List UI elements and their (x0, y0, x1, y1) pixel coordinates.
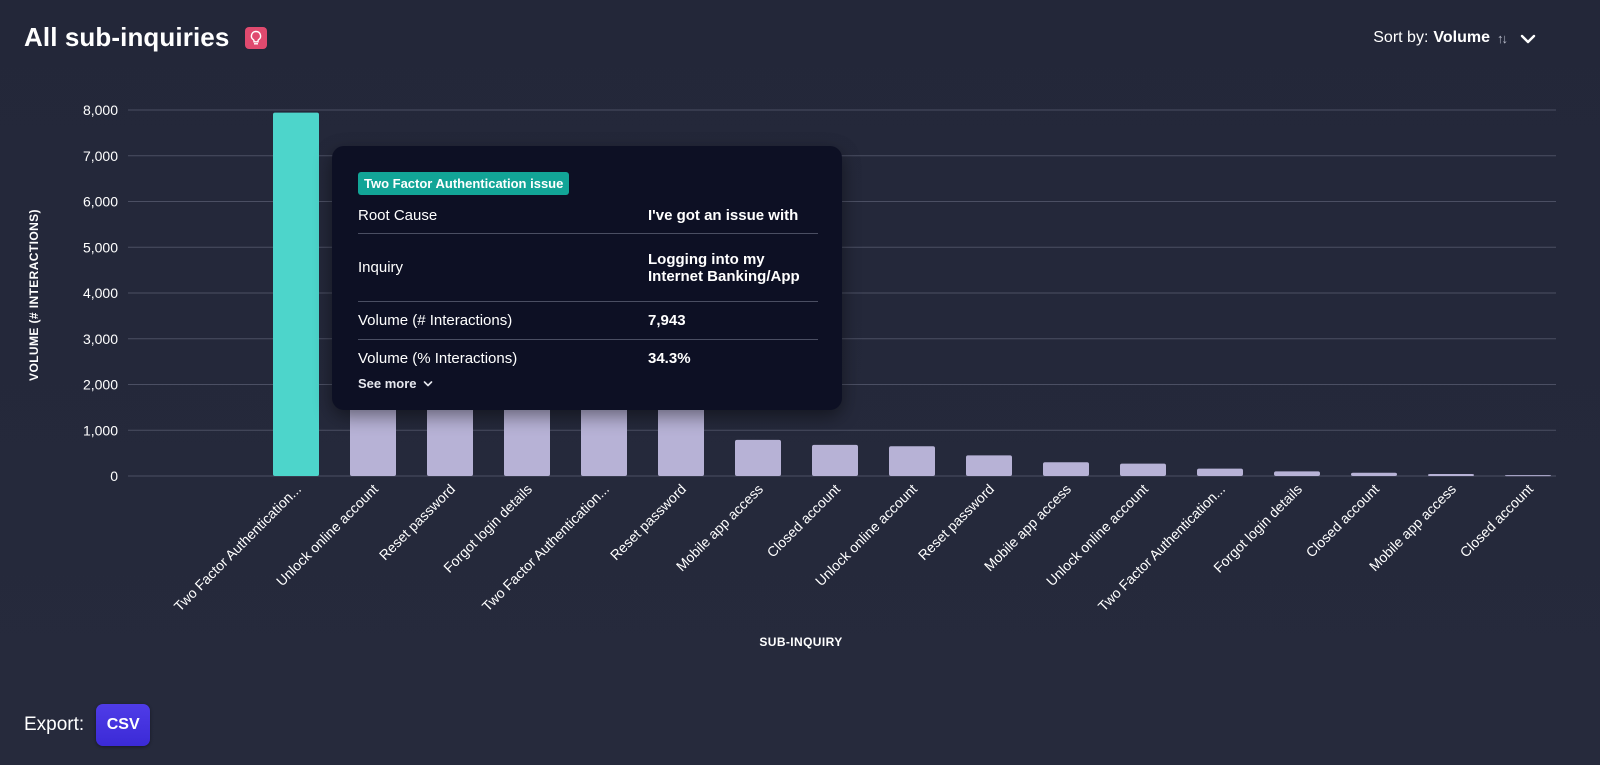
x-axis-label: SUB-INQUIRY (759, 635, 842, 649)
bar[interactable] (1120, 463, 1166, 476)
tooltip-value: 7,943 (648, 312, 686, 329)
bar[interactable] (581, 391, 627, 476)
x-tick-label: Mobile app access (1366, 481, 1459, 574)
lightbulb-icon (251, 30, 262, 45)
export-bar: Export: CSV (24, 704, 151, 746)
y-tick-label: 7,000 (83, 148, 118, 164)
tooltip-row: Inquiry Logging into my Internet Banking… (358, 234, 818, 302)
tooltip-row: Volume (# Interactions) 7,943 (358, 302, 818, 340)
y-tick-label: 2,000 (83, 377, 118, 393)
see-more-label: See more (358, 376, 417, 391)
y-tick-label: 3,000 (83, 331, 118, 347)
x-tick-label: Reset password (915, 481, 997, 563)
tooltip-row: Volume (% Interactions) 34.3% (358, 340, 818, 376)
x-tick-label: Closed account (764, 481, 844, 561)
y-tick-label: 0 (110, 468, 118, 484)
page-title: All sub-inquiries (24, 22, 230, 52)
bar-tooltip: Two Factor Authentication issue Root Cau… (332, 146, 842, 410)
tooltip-key: Inquiry (358, 259, 404, 276)
y-tick-label: 1,000 (83, 422, 118, 438)
tooltip-row: Root Cause I've got an issue with (358, 198, 818, 234)
sort-label: Sort by: (1373, 29, 1429, 46)
bar[interactable] (1274, 471, 1320, 476)
tooltip-key: Volume (# Interactions) (358, 312, 513, 329)
sort-value: Volume (1433, 29, 1490, 46)
bar[interactable] (273, 112, 319, 476)
bar[interactable] (966, 455, 1012, 476)
insight-button[interactable] (245, 26, 268, 49)
bar[interactable] (1505, 475, 1551, 477)
tooltip-value: 34.3% (648, 349, 691, 367)
chevron-down-icon[interactable] (1520, 33, 1536, 45)
chevron-down-icon (423, 380, 432, 386)
bar[interactable] (1197, 468, 1243, 476)
tooltip-badge: Two Factor Authentication issue (358, 172, 570, 195)
sort-control[interactable]: Sort by: Volume ↑↓ (1373, 29, 1534, 47)
x-tick-label: Closed account (1303, 481, 1383, 561)
export-label: Export: (24, 714, 85, 735)
y-tick-label: 4,000 (83, 285, 118, 301)
x-tick-label: Closed account (1457, 481, 1537, 561)
x-tick-label: Two Factor Authentication... (479, 481, 612, 614)
bar[interactable] (735, 439, 781, 476)
sort-direction-icon[interactable]: ↑↓ (1497, 30, 1508, 46)
y-axis-label: VOLUME (# INTERACTIONS) (27, 209, 41, 381)
y-tick-label: 8,000 (83, 102, 118, 118)
bar[interactable] (658, 393, 704, 476)
bar[interactable] (504, 389, 550, 476)
bar[interactable] (1351, 472, 1397, 476)
bar[interactable] (812, 444, 858, 476)
tooltip-value: Logging into my Internet Banking/App (648, 250, 800, 285)
x-tick-label: Reset password (376, 481, 458, 563)
x-tick-label: Two Factor Authentication... (1095, 481, 1228, 614)
y-tick-label: 5,000 (83, 239, 118, 255)
header: All sub-inquiries (24, 22, 268, 53)
bar[interactable] (1428, 473, 1474, 476)
x-tick-label: Mobile app access (673, 481, 766, 574)
x-tick-label: Two Factor Authentication... (171, 481, 304, 614)
bar[interactable] (889, 446, 935, 476)
export-csv-button[interactable]: CSV (96, 704, 151, 746)
tooltip-value: I've got an issue with (648, 207, 799, 224)
x-tick-label: Reset password (607, 481, 689, 563)
y-tick-label: 6,000 (83, 194, 118, 210)
bar[interactable] (1043, 462, 1089, 476)
tooltip-key: Volume (% Interactions) (358, 349, 518, 367)
tooltip-key: Root Cause (358, 207, 438, 224)
see-more-link[interactable]: See more (358, 376, 433, 391)
